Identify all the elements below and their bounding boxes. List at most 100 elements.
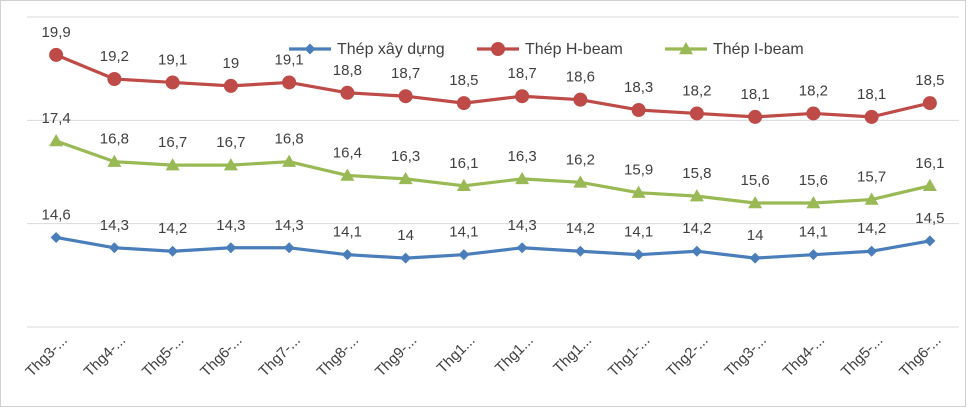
data-label: 14,3 bbox=[216, 217, 245, 234]
data-point bbox=[807, 249, 819, 261]
data-point bbox=[282, 154, 297, 167]
data-point bbox=[689, 189, 704, 202]
data-point bbox=[691, 245, 703, 257]
data-label: 18,1 bbox=[741, 86, 770, 103]
data-point bbox=[49, 47, 64, 62]
data-point bbox=[167, 245, 179, 257]
data-point bbox=[864, 109, 879, 124]
x-tick-label: Thg1... bbox=[550, 332, 595, 377]
data-point bbox=[50, 231, 62, 243]
data-label: 18,7 bbox=[391, 65, 420, 82]
data-label: 15,7 bbox=[857, 169, 886, 186]
data-label: 16,4 bbox=[333, 144, 362, 161]
data-label: 15,6 bbox=[799, 172, 828, 189]
data-point bbox=[398, 171, 413, 185]
gridlines bbox=[27, 16, 959, 328]
data-label: 18,2 bbox=[799, 82, 828, 99]
data-point bbox=[107, 154, 122, 167]
data-label: 18,8 bbox=[333, 62, 362, 79]
x-tick-label: Thg3-... bbox=[22, 332, 71, 381]
series-line bbox=[55, 139, 931, 205]
data-point bbox=[631, 185, 646, 198]
data-point bbox=[516, 242, 528, 254]
data-point bbox=[922, 96, 937, 111]
data-point bbox=[165, 75, 180, 90]
data-label: 18,5 bbox=[449, 72, 478, 89]
data-label: 16,2 bbox=[566, 151, 595, 168]
data-label: 14,5 bbox=[915, 210, 944, 227]
legend-entry: Thép H-beam bbox=[477, 41, 623, 58]
data-label: 19,9 bbox=[42, 24, 71, 41]
data-label: 15,9 bbox=[624, 162, 653, 179]
data-label: 14,1 bbox=[624, 224, 653, 241]
legend: Thép xây dựng Thép H-beam Thép I-beam bbox=[289, 41, 804, 58]
series-layer bbox=[49, 47, 937, 264]
data-point bbox=[748, 196, 763, 209]
data-label: 14 bbox=[747, 227, 764, 244]
data-label: 16,7 bbox=[216, 134, 245, 151]
x-tick-label: Thg6-... bbox=[896, 332, 945, 381]
series-0 bbox=[50, 231, 936, 264]
data-label: 19,2 bbox=[100, 48, 129, 65]
legend-label: Thép H-beam bbox=[525, 41, 623, 58]
x-tick-label: Thg6-... bbox=[197, 332, 246, 381]
legend-label: Thép I-beam bbox=[713, 41, 804, 58]
data-label: 18,2 bbox=[682, 82, 711, 99]
data-point bbox=[456, 96, 471, 111]
data-point bbox=[49, 134, 64, 147]
data-point bbox=[748, 109, 763, 124]
data-label: 16,3 bbox=[508, 148, 537, 165]
x-axis: Thg3-... Thg4-... Thg5-... Thg6-... Thg7-...… bbox=[22, 332, 944, 381]
data-point bbox=[456, 178, 471, 192]
data-label: 14,6 bbox=[42, 206, 71, 223]
x-tick-label: Thg5-... bbox=[139, 332, 188, 381]
data-point bbox=[283, 242, 295, 254]
data-point bbox=[282, 75, 297, 90]
legend-label: Thép xây dựng bbox=[337, 41, 445, 58]
data-label: 16,1 bbox=[449, 155, 478, 172]
data-point bbox=[573, 175, 588, 188]
data-point bbox=[108, 242, 120, 254]
data-point bbox=[458, 249, 470, 261]
data-label: 15,6 bbox=[741, 172, 770, 189]
x-tick-label: Thg8-... bbox=[314, 332, 363, 381]
data-point bbox=[223, 78, 238, 93]
x-tick-label: Thg1... bbox=[492, 332, 537, 377]
data-label: 14,2 bbox=[857, 220, 886, 237]
data-point bbox=[866, 245, 878, 257]
data-point bbox=[304, 43, 316, 55]
data-point bbox=[806, 106, 821, 121]
data-point bbox=[922, 178, 937, 192]
data-point bbox=[225, 242, 237, 254]
data-label: 16,7 bbox=[158, 134, 187, 151]
data-label: 18,5 bbox=[915, 72, 944, 89]
data-point bbox=[749, 252, 761, 264]
x-tick-label: Thg1... bbox=[434, 332, 479, 377]
data-point bbox=[574, 245, 586, 257]
data-label: 16,3 bbox=[391, 148, 420, 165]
data-label: 18,1 bbox=[857, 86, 886, 103]
data-label: 14,3 bbox=[100, 217, 129, 234]
data-point bbox=[398, 89, 413, 104]
x-tick-label: Thg3-... bbox=[721, 332, 770, 381]
data-point bbox=[515, 89, 530, 104]
data-point bbox=[806, 196, 821, 209]
data-point bbox=[165, 158, 180, 171]
data-label: 14,2 bbox=[682, 220, 711, 237]
data-label: 17,4 bbox=[42, 110, 71, 127]
data-point bbox=[223, 158, 238, 171]
data-label: 16,8 bbox=[275, 131, 304, 148]
x-tick-label: Thg4-... bbox=[780, 332, 829, 381]
data-point bbox=[107, 72, 122, 86]
data-label: 15,8 bbox=[682, 165, 711, 182]
x-tick-label: Thg7-... bbox=[255, 332, 304, 381]
x-tick-label: Thg5-... bbox=[838, 332, 887, 381]
data-label: 18,7 bbox=[508, 65, 537, 82]
data-label: 14,3 bbox=[275, 217, 304, 234]
series-line bbox=[55, 235, 931, 260]
legend-entry: Thép I-beam bbox=[665, 41, 804, 58]
legend-entry: Thép xây dựng bbox=[289, 41, 445, 58]
series-line bbox=[55, 53, 931, 119]
